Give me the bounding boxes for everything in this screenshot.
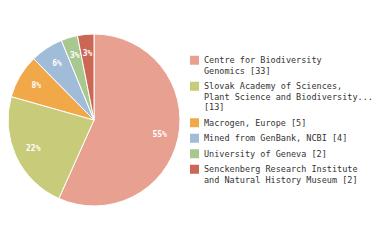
legend-label: Mined from GenBank, NCBI [4]	[204, 133, 347, 143]
legend-item: Slovak Academy of Sciences,Plant Science…	[190, 81, 373, 112]
legend-swatch	[190, 118, 199, 127]
legend-item: Mined from GenBank, NCBI [4]	[190, 133, 347, 143]
legend-swatch	[190, 165, 199, 174]
legend-item: Senckenberg Research Instituteand Natura…	[190, 164, 358, 185]
data-label: 55%	[152, 130, 167, 139]
legend-swatch	[190, 82, 199, 91]
data-label: 6%	[52, 59, 62, 68]
legend: Centre for BiodiversityGenomics [33] Slov…	[190, 55, 373, 185]
data-label: 3%	[70, 51, 80, 60]
legend-swatch	[190, 149, 199, 158]
legend-label: Macrogen, Europe [5]	[204, 118, 306, 128]
data-labels: 55% 22% 8% 6% 3%3%	[26, 49, 167, 153]
data-label: 3%	[83, 49, 93, 58]
pie	[8, 34, 180, 206]
legend-label: Senckenberg Research Instituteand Natura…	[204, 164, 358, 185]
legend-swatch	[190, 56, 199, 65]
legend-item: University of Geneva [2]	[190, 149, 327, 159]
legend-label: Centre for BiodiversityGenomics [33]	[204, 55, 322, 76]
legend-label: University of Geneva [2]	[204, 149, 327, 159]
slice	[77, 34, 94, 120]
data-label: 8%	[31, 81, 41, 90]
data-label: 22%	[26, 144, 41, 153]
legend-label: Slovak Academy of Sciences,Plant Science…	[204, 81, 373, 112]
legend-item: Macrogen, Europe [5]	[190, 118, 306, 128]
legend-swatch	[190, 134, 199, 143]
chart: 55% 22% 8% 6% 3%3% Centre for BiodiversityGen…	[0, 0, 380, 240]
legend-item: Centre for BiodiversityGenomics [33]	[190, 55, 322, 76]
